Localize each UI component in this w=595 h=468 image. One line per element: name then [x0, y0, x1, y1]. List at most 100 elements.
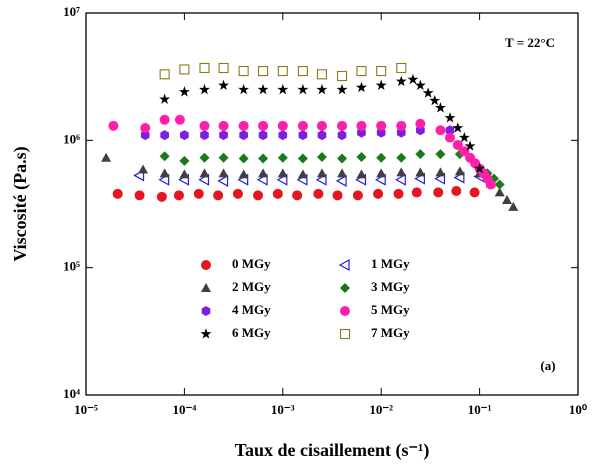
marker [134, 190, 145, 201]
marker [173, 190, 184, 201]
marker [159, 93, 171, 104]
marker [395, 75, 407, 87]
marker [200, 130, 209, 141]
marker [238, 120, 249, 131]
marker [356, 151, 367, 162]
marker [101, 152, 112, 162]
marker [415, 167, 426, 177]
legend-marker [201, 306, 211, 316]
marker [429, 94, 441, 106]
marker [292, 190, 303, 201]
marker [257, 83, 269, 95]
marker [193, 188, 204, 199]
marker [396, 152, 407, 163]
marker [316, 120, 327, 131]
marker [313, 188, 324, 199]
marker [335, 174, 347, 187]
marker [297, 153, 308, 164]
series [140, 125, 455, 141]
legend-label: 2 MGy [232, 279, 271, 294]
legend-marker [201, 260, 211, 270]
x-tick-label: 10⁻² [369, 402, 393, 417]
marker [396, 120, 407, 131]
marker [474, 162, 486, 174]
marker [298, 130, 308, 141]
y-tick-label: 10⁴ [63, 386, 80, 401]
marker [336, 83, 348, 95]
marker [375, 79, 387, 91]
marker [376, 66, 387, 77]
annotation: (a) [540, 358, 555, 373]
marker [337, 130, 347, 141]
marker [180, 130, 189, 141]
marker [199, 152, 210, 163]
marker [452, 122, 464, 133]
marker [238, 169, 249, 179]
marker [199, 168, 210, 178]
marker [454, 166, 465, 176]
marker [199, 83, 210, 95]
marker [356, 66, 367, 77]
marker [316, 168, 327, 178]
marker [376, 168, 387, 178]
legend-label: 1 MGy [371, 256, 410, 271]
marker [414, 79, 426, 91]
marker [178, 86, 190, 97]
marker [411, 187, 422, 198]
series [108, 114, 496, 190]
marker [258, 66, 269, 77]
y-axis-label: Viscosité (Pa.s) [10, 146, 31, 261]
marker [422, 87, 434, 98]
series [112, 186, 480, 202]
marker [213, 190, 224, 201]
marker [218, 62, 229, 74]
x-tick-label: 10⁰ [569, 402, 588, 417]
legend-marker [201, 283, 211, 292]
marker [316, 69, 328, 80]
marker [159, 69, 170, 80]
x-tick-label: 10⁻⁴ [173, 402, 197, 417]
marker [395, 173, 406, 186]
legend-marker [200, 328, 212, 339]
marker [458, 131, 470, 143]
legend-label: 0 MGy [232, 256, 271, 271]
marker [297, 83, 309, 95]
marker [277, 66, 288, 77]
series [159, 149, 505, 190]
annotation: T = 22°C [505, 35, 555, 50]
marker [277, 152, 288, 163]
marker [218, 79, 230, 91]
legend-marker [339, 328, 351, 340]
marker [355, 81, 367, 93]
marker [396, 167, 407, 177]
marker [232, 188, 243, 199]
marker [179, 169, 190, 179]
marker [407, 73, 419, 85]
marker [337, 120, 348, 131]
marker [435, 167, 446, 177]
marker [238, 153, 249, 164]
y-tick-label: 10⁵ [63, 259, 80, 274]
marker [156, 191, 167, 202]
legend-label: 3 MGy [371, 279, 410, 294]
marker [464, 140, 476, 151]
marker [179, 64, 190, 75]
marker [376, 152, 387, 163]
y-tick-label: 10⁷ [63, 4, 80, 19]
marker [297, 66, 308, 77]
legend-label: 7 MGy [371, 325, 410, 340]
marker [435, 125, 446, 136]
marker [337, 153, 348, 164]
marker [219, 130, 228, 141]
marker [218, 120, 229, 131]
legend-label: 5 MGy [371, 302, 410, 317]
marker [258, 168, 269, 178]
marker [445, 125, 455, 136]
marker [356, 120, 367, 131]
marker [258, 153, 269, 164]
marker [352, 190, 363, 201]
marker [317, 130, 327, 141]
x-tick-label: 10⁻⁵ [74, 402, 98, 417]
legend-label: 6 MGy [232, 325, 271, 340]
plot-frame [85, 12, 579, 396]
